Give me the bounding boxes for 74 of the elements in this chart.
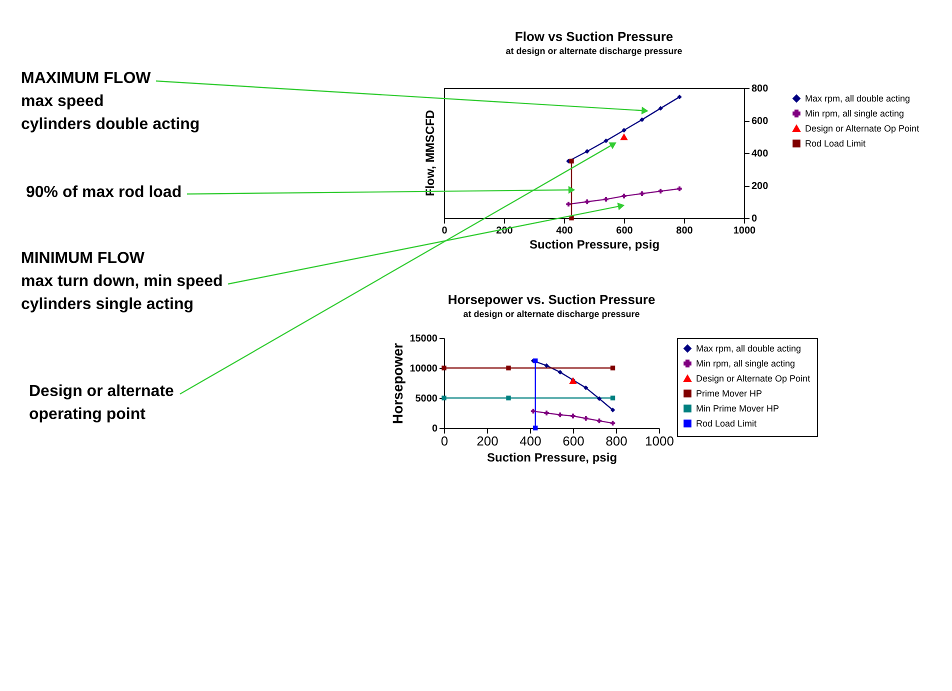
x-tick-label: 800 [606,434,628,448]
point [640,117,644,122]
y-tick-label: 10000 [410,364,438,374]
point [533,358,538,364]
point [622,128,626,133]
point [677,94,682,100]
y-tick-label: 5000 [415,394,438,404]
y-tick-label: 15000 [410,334,438,344]
chart-subtitle: at design or alternate discharge pressure [506,46,682,56]
x-tick-label: 200 [476,434,498,448]
y-tick-label: 0 [752,214,758,224]
point [604,138,608,144]
legend-label: Min Prime Mover HP [696,404,780,414]
point [544,410,549,416]
point [610,408,616,412]
annotation: Design or alternate operating point [29,383,174,423]
y-tick-label: 400 [752,148,769,160]
x-tick-label: 600 [562,434,584,448]
x-tick-label: 600 [616,226,634,236]
x-axis-title: Suction Pressure, psig [486,450,618,464]
point [640,191,644,196]
point [584,385,588,390]
point [604,196,608,202]
legend-label: Design or Alternate Op Point [696,374,811,384]
point [610,396,616,400]
x-tick-label: 0 [442,226,448,236]
legend-label: Min rpm, all single acting [696,358,796,368]
legend-label: Max rpm, all double acting [696,344,802,354]
point [677,186,682,192]
x-tick-label: 400 [556,226,574,236]
point [658,188,663,194]
chart-title: Horsepower vs. Suction Pressure [448,292,656,307]
legend-label: Min rpm, all single acting [805,108,904,118]
point [442,396,446,400]
x-tick-label: 400 [520,434,542,448]
point [570,414,576,418]
point [569,158,574,164]
y-tick-label: 600 [752,116,769,127]
annotation: 90% of max rod load [26,184,182,201]
annotation: MINIMUM FLOW max turn down, min speed cylinders single acting [21,250,223,313]
chart-title: Flow vs Suction Pressure [514,29,674,44]
point [620,133,628,140]
point [533,426,538,430]
legend-label: Rod Load Limit [696,418,758,428]
point [544,363,549,368]
legend-label: Prime Mover HP [696,388,762,398]
x-tick-label: 1000 [645,434,674,448]
point [610,366,616,370]
annotation: MAXIMUM FLOW max speed cylinders double acting [21,70,200,133]
y-axis-title: Horsepower [390,342,406,424]
point [442,366,446,370]
x-axis-title: Suction Pressure, psig [529,238,660,252]
point [584,199,590,204]
y-tick-label: 0 [432,424,438,434]
legend-label: Rod Load Limit [805,138,866,148]
chart-subtitle: at design or alternate discharge pressure [463,309,640,319]
point [584,416,588,421]
point [566,202,571,207]
x-tick-label: 800 [676,226,694,236]
point [558,370,562,375]
point [584,149,590,154]
point [596,396,602,401]
point [558,412,562,418]
point [506,396,511,400]
legend-label: Max rpm, all double acting [805,94,910,104]
y-tick-label: 200 [752,181,769,192]
y-tick-label: 800 [752,84,769,94]
point [622,194,626,198]
x-tick-label: 0 [440,434,448,448]
point [658,106,663,111]
y-axis-title: Flow, MMSCFD [423,110,437,196]
x-tick-label: 1000 [733,226,756,236]
legend-label: Design or Alternate Op Point [805,124,920,134]
point [506,366,511,370]
